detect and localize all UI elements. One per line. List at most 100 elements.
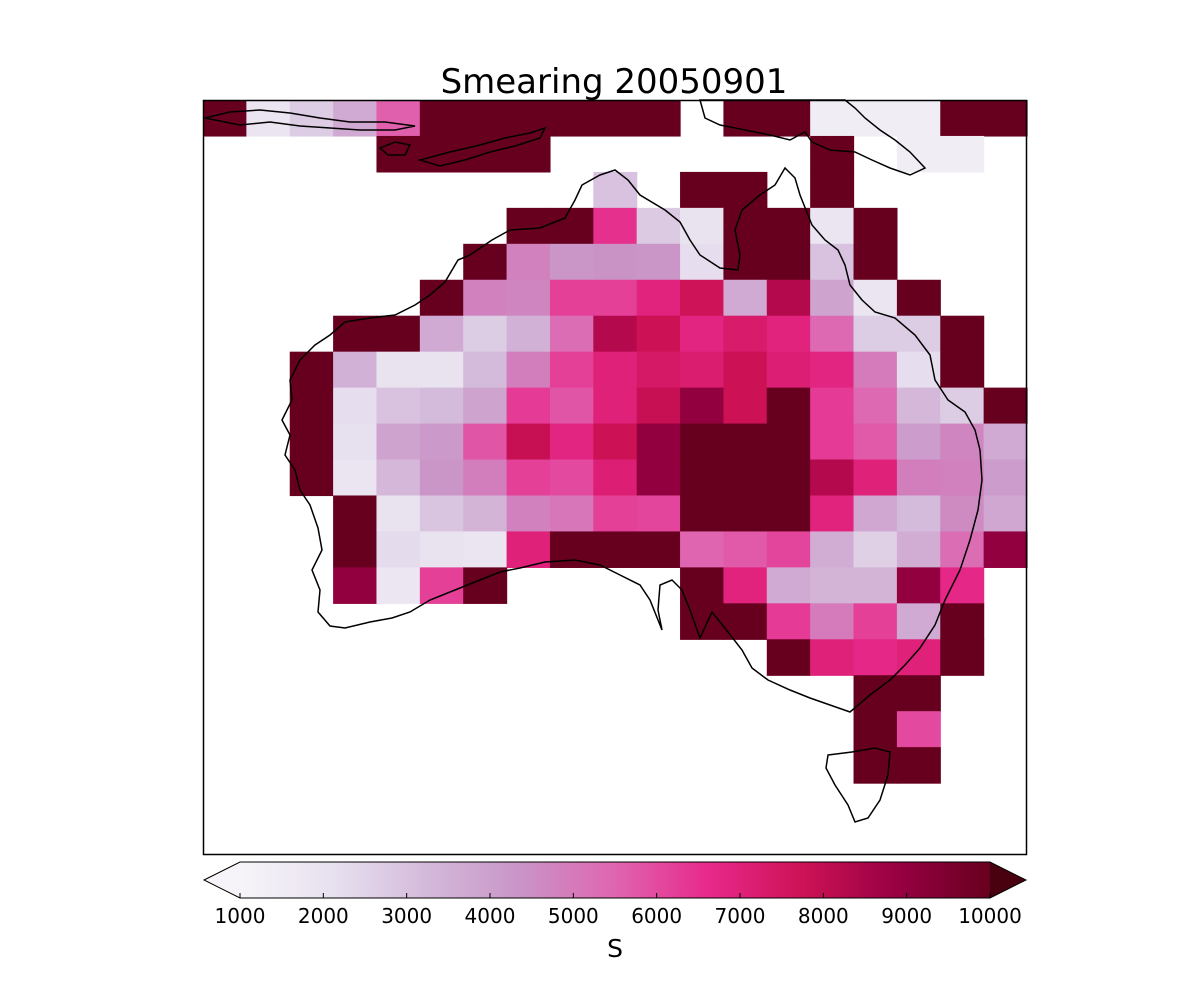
- heatmap-cell: [810, 387, 855, 425]
- heatmap-cell: [766, 207, 811, 245]
- heatmap-cell: [766, 603, 811, 640]
- heatmap-cell: [853, 675, 898, 712]
- heatmap-cell: [940, 603, 985, 640]
- heatmap-cell: [853, 495, 898, 533]
- heatmap-cell: [983, 100, 1028, 137]
- heatmap-cell: [810, 567, 855, 604]
- heatmap-cell: [549, 207, 594, 245]
- heatmap-cell: [940, 459, 985, 497]
- colorbar-tick-label: 9000: [881, 904, 932, 928]
- heatmap-cell: [549, 495, 594, 533]
- heatmap-cell: [333, 423, 378, 461]
- heatmap-cell: [549, 387, 594, 425]
- heatmap-cell: [940, 351, 985, 389]
- heatmap-cell: [506, 351, 551, 389]
- heatmap-cell: [940, 639, 985, 676]
- heatmap-cell: [896, 100, 941, 137]
- heatmap-cell: [680, 207, 725, 245]
- colorbar-tick-label: 6000: [631, 904, 682, 928]
- colorbar-tick-label: 3000: [381, 904, 432, 928]
- heatmap-cell: [419, 459, 464, 497]
- heatmap-cell: [810, 639, 855, 676]
- heatmap-cell: [636, 207, 681, 245]
- colorbar-tick-label: 8000: [798, 904, 849, 928]
- heatmap-cell: [376, 135, 421, 173]
- heatmap-cell: [723, 351, 768, 389]
- colorbar-tick-label: 4000: [465, 904, 516, 928]
- heatmap-cell: [680, 279, 725, 317]
- heatmap-cell: [896, 495, 941, 533]
- heatmap-cell: [810, 135, 855, 173]
- heatmap-cell: [810, 171, 855, 209]
- heatmap-cell: [636, 351, 681, 389]
- heatmap-cell: [983, 423, 1028, 461]
- colorbar-extend-low: [204, 862, 240, 898]
- heatmap-cell: [810, 423, 855, 461]
- heatmap-cell: [766, 279, 811, 317]
- heatmap-cell: [419, 315, 464, 353]
- heatmap-cell: [896, 567, 941, 604]
- heatmap-cell: [940, 315, 985, 353]
- heatmap-cell: [853, 100, 898, 137]
- heatmap-cell: [853, 423, 898, 461]
- heatmap-cell: [333, 351, 378, 389]
- heatmap-cell: [593, 171, 638, 209]
- heatmap-cell: [376, 100, 421, 137]
- heatmap-cell: [896, 315, 941, 353]
- heatmap-cell: [333, 495, 378, 533]
- heatmap-cell: [896, 135, 941, 173]
- colorbar: 1000 2000 3000 4000 5000 6000 7000 8000 9000 1000…: [202, 861, 1028, 963]
- heatmap-cell: [723, 423, 768, 461]
- heatmap-cell: [463, 423, 508, 461]
- heatmap-cell: [810, 531, 855, 568]
- heatmap-cell: [333, 100, 378, 137]
- heatmap-cell: [463, 531, 508, 568]
- heatmap-cell: [766, 531, 811, 568]
- heatmap-cell: [289, 351, 334, 389]
- heatmap-cell: [680, 459, 725, 497]
- heatmap-cell: [376, 387, 421, 425]
- heatmap-cell: [203, 100, 247, 137]
- heatmap-cell: [723, 495, 768, 533]
- heatmap-cell: [506, 315, 551, 353]
- heatmap-cell: [463, 243, 508, 281]
- heatmap-cell: [853, 531, 898, 568]
- heatmap-cell: [549, 351, 594, 389]
- colorbar-label: S: [607, 934, 623, 963]
- colorbar-extend-high: [990, 862, 1026, 898]
- heatmap-cell: [896, 747, 941, 784]
- heatmap-cell: [549, 315, 594, 353]
- heatmap-cell: [593, 495, 638, 533]
- coastline: [204, 99, 983, 823]
- heatmap-cell: [549, 423, 594, 461]
- timor-path: [417, 126, 547, 167]
- heatmap-cell: [419, 387, 464, 425]
- heatmap-cell: [463, 459, 508, 497]
- heatmap-cell: [723, 315, 768, 353]
- heatmap-cell: [506, 495, 551, 533]
- heatmap-cell: [766, 100, 811, 137]
- heatmap-cell: [593, 459, 638, 497]
- heatmap-cell: [680, 387, 725, 425]
- heatmap-cell: [766, 315, 811, 353]
- heatmap-cell: [463, 387, 508, 425]
- heatmap-cell: [376, 351, 421, 389]
- heatmap-cell: [810, 495, 855, 533]
- heatmap-cell: [723, 387, 768, 425]
- colorbar-tick-label: 2000: [298, 904, 349, 928]
- heatmap-cell: [636, 243, 681, 281]
- heatmap-cell: [333, 531, 378, 568]
- heatmap-cell: [853, 567, 898, 604]
- heatmap-cell: [419, 279, 464, 317]
- heatmap-cell: [853, 639, 898, 676]
- heatmap-cell: [680, 351, 725, 389]
- heatmap-cell: [983, 459, 1028, 497]
- heatmap-cell: [896, 423, 941, 461]
- heatmap-cell: [853, 747, 898, 784]
- heatmap-cell: [376, 567, 421, 604]
- heatmap-cell: [810, 315, 855, 353]
- heatmap-cell: [246, 100, 291, 137]
- heatmap-cell: [810, 207, 855, 245]
- heatmap-cell: [723, 567, 768, 604]
